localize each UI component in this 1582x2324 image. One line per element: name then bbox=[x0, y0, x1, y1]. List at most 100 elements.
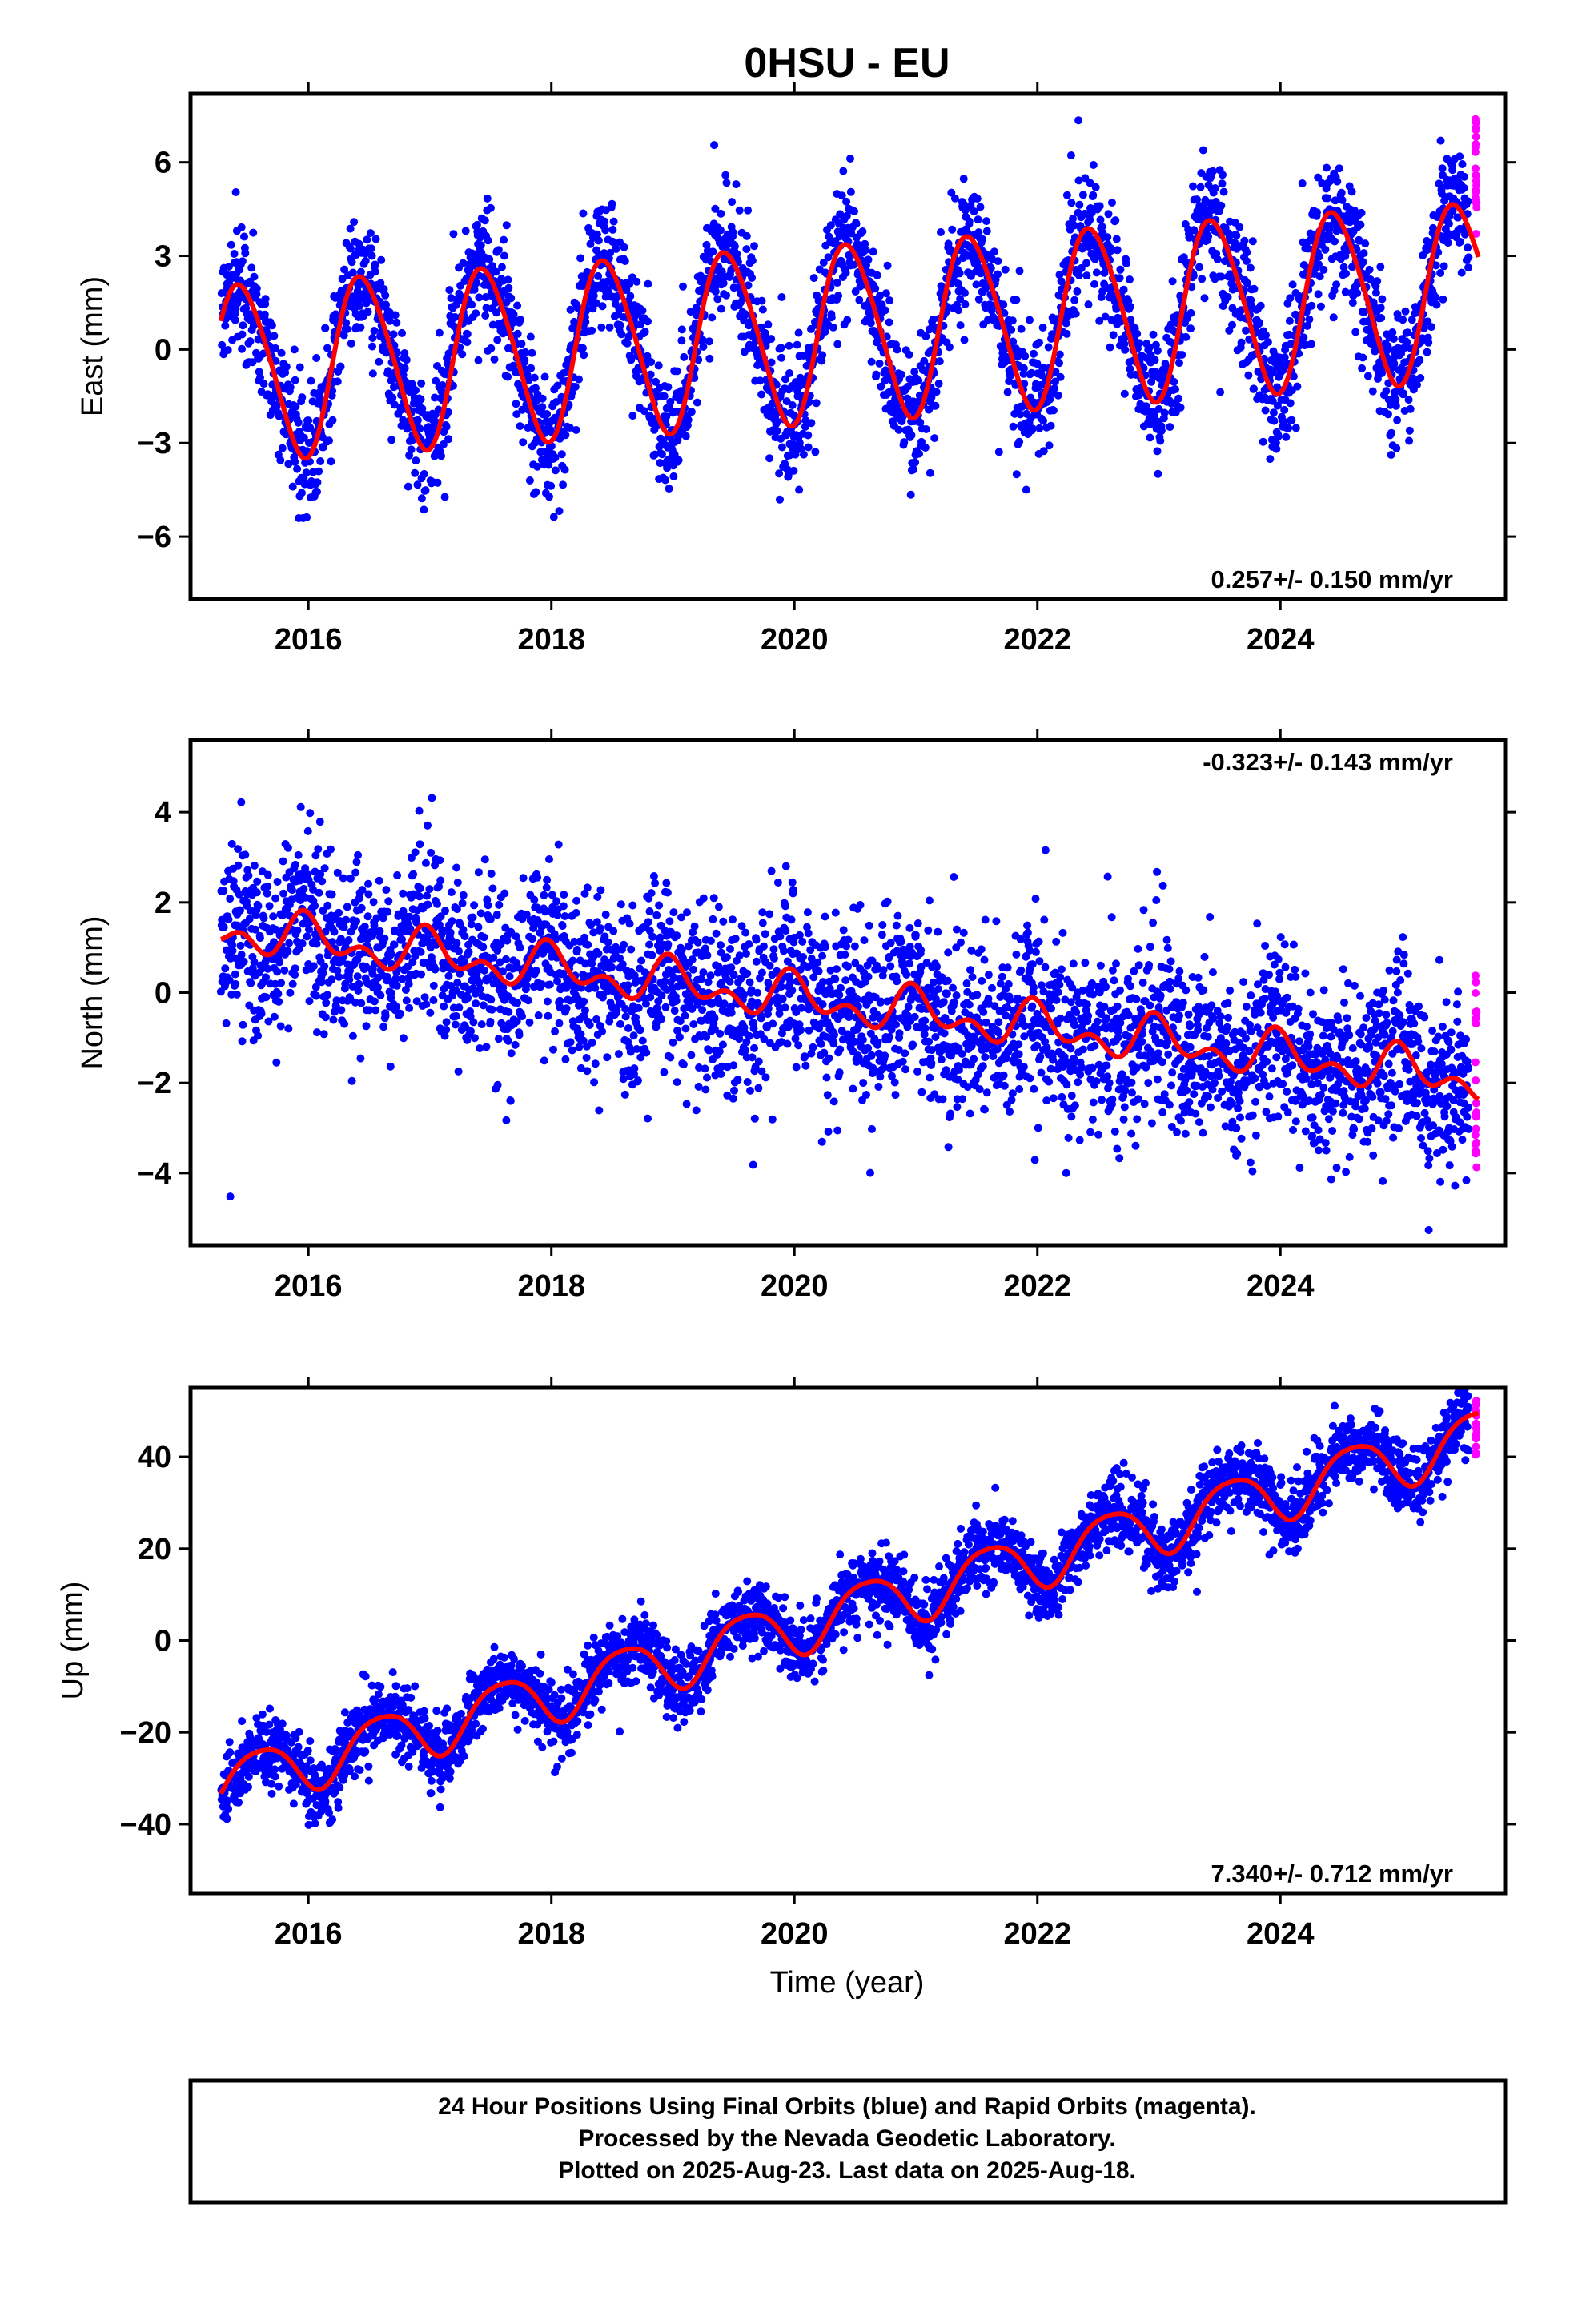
east-final-point bbox=[605, 323, 614, 332]
east-final-point bbox=[842, 197, 851, 206]
east-final-point bbox=[842, 211, 851, 220]
east-final-point bbox=[978, 235, 986, 243]
east-final-point bbox=[849, 260, 858, 269]
east-final-point bbox=[413, 480, 422, 489]
east-final-point bbox=[1149, 330, 1158, 339]
east-final-point bbox=[909, 465, 917, 474]
east-final-point bbox=[1387, 428, 1395, 437]
north-final-point bbox=[347, 1076, 356, 1085]
east-final-point bbox=[1270, 416, 1279, 425]
north-final-point bbox=[309, 962, 318, 971]
east-final-point bbox=[1003, 388, 1012, 396]
east-final-point bbox=[1185, 231, 1194, 240]
north-final-point bbox=[621, 1012, 630, 1021]
north-final-point bbox=[424, 900, 432, 909]
east-final-point bbox=[472, 220, 481, 229]
east-final-point bbox=[1313, 208, 1321, 217]
north-final-point bbox=[512, 932, 520, 941]
east-final-point bbox=[784, 472, 793, 480]
east-final-point bbox=[1074, 176, 1083, 185]
north-final-point bbox=[404, 979, 413, 988]
east-final-point bbox=[382, 300, 390, 309]
east-final-point bbox=[416, 395, 425, 404]
east-final-point bbox=[620, 257, 629, 265]
east-final-point bbox=[377, 255, 386, 264]
east-final-point bbox=[948, 225, 957, 234]
north-final-point bbox=[440, 1002, 448, 1011]
east-final-point bbox=[240, 232, 248, 241]
east-final-point bbox=[1200, 294, 1209, 303]
east-final-point bbox=[1001, 265, 1010, 274]
east-final-point bbox=[681, 432, 690, 440]
east-final-point bbox=[693, 398, 701, 407]
north-final-point bbox=[262, 993, 271, 1002]
east-final-point bbox=[1401, 307, 1410, 316]
east-final-point bbox=[965, 217, 974, 226]
east-rapid-point bbox=[1472, 171, 1480, 179]
east-final-point bbox=[931, 401, 940, 410]
north-final-point bbox=[303, 932, 311, 941]
north-final-point bbox=[452, 863, 461, 872]
north-final-point bbox=[231, 979, 240, 988]
east-final-point bbox=[1101, 312, 1110, 321]
east-final-point bbox=[530, 373, 539, 382]
north-final-point bbox=[628, 901, 637, 910]
east-final-point bbox=[1371, 288, 1380, 297]
north-final-point bbox=[572, 896, 581, 905]
east-final-point bbox=[528, 348, 536, 357]
east-final-point bbox=[396, 406, 405, 414]
north-final-point bbox=[264, 1017, 273, 1026]
east-final-point bbox=[1458, 160, 1467, 168]
east-final-point bbox=[1022, 485, 1030, 494]
east-final-point bbox=[987, 306, 996, 315]
east-final-point bbox=[1315, 260, 1323, 269]
east-final-point bbox=[1438, 164, 1447, 173]
east-final-point bbox=[1393, 416, 1402, 424]
east-final-point bbox=[1223, 293, 1232, 301]
north-final-point bbox=[279, 889, 288, 898]
east-final-point bbox=[1049, 406, 1058, 415]
north-final-point bbox=[387, 950, 396, 959]
north-final-point bbox=[275, 997, 283, 1006]
east-final-point bbox=[297, 489, 306, 497]
east-final-point bbox=[1062, 329, 1071, 338]
north-final-point bbox=[447, 888, 456, 897]
north-final-point bbox=[476, 909, 485, 918]
east-final-point bbox=[1299, 333, 1308, 342]
north-final-point bbox=[634, 1003, 643, 1012]
east-final-point bbox=[298, 393, 307, 402]
north-final-point bbox=[540, 1056, 548, 1065]
north-final-point bbox=[507, 1049, 516, 1058]
east-final-point bbox=[960, 336, 969, 344]
east-final-point bbox=[638, 306, 647, 315]
east-final-point bbox=[1416, 374, 1425, 382]
east-final-point bbox=[1424, 338, 1433, 347]
east-final-point bbox=[699, 342, 708, 351]
east-final-point bbox=[412, 456, 420, 465]
east-final-point bbox=[927, 393, 936, 402]
east-final-point bbox=[934, 380, 943, 388]
east-final-point bbox=[1012, 296, 1021, 304]
east-final-point bbox=[654, 361, 663, 370]
east-final-point bbox=[1186, 324, 1195, 333]
north-final-point bbox=[287, 886, 296, 895]
north-final-point bbox=[327, 975, 336, 984]
north-final-point bbox=[273, 967, 282, 976]
north-final-point bbox=[256, 934, 264, 943]
north-final-point bbox=[500, 889, 509, 898]
north-final-point bbox=[329, 1015, 338, 1024]
east-final-point bbox=[1338, 195, 1347, 204]
east-final-point bbox=[299, 433, 308, 442]
east-final-point bbox=[883, 261, 892, 270]
north-final-point bbox=[673, 931, 681, 940]
east-final-point bbox=[1464, 243, 1472, 252]
east-final-point bbox=[1055, 359, 1063, 368]
north-final-point bbox=[270, 1012, 279, 1021]
east-final-point bbox=[1126, 275, 1134, 283]
north-final-point bbox=[396, 1009, 404, 1018]
east-final-point bbox=[291, 402, 300, 411]
east-final-point bbox=[1460, 183, 1468, 192]
east-final-point bbox=[1166, 423, 1174, 432]
east-final-point bbox=[1168, 277, 1177, 286]
north-final-point bbox=[354, 850, 363, 859]
